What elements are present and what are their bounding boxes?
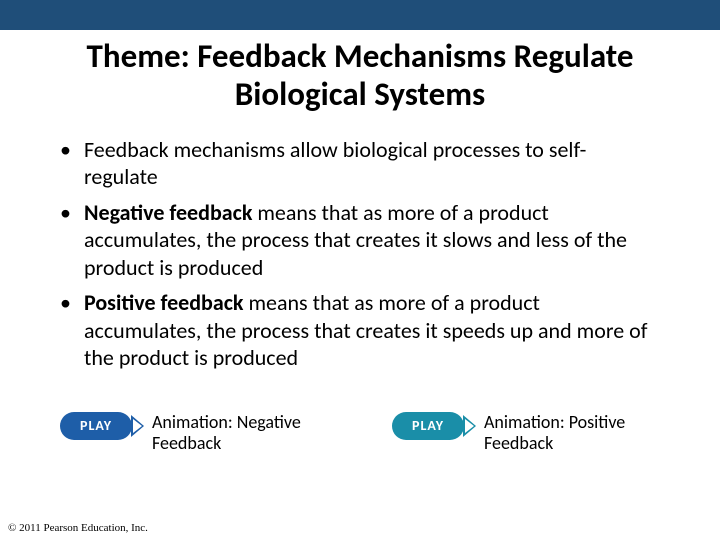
play-button-positive[interactable]: PLAY Animation: Positive Feedback bbox=[392, 412, 664, 455]
play-pill-wrap: PLAY bbox=[392, 412, 474, 440]
bullet-list: Feedback mechanisms allow biological pro… bbox=[60, 136, 660, 372]
play-pill-wrap: PLAY bbox=[60, 412, 142, 440]
copyright-text: © 2011 Pearson Education, Inc. bbox=[8, 522, 148, 534]
slide-title: Theme: Feedback Mechanisms Regulate Biol… bbox=[0, 38, 720, 114]
bullet-bold: Positive feedback bbox=[84, 289, 243, 316]
play-label: Animation: Positive Feedback bbox=[484, 412, 664, 455]
bullet-item: Feedback mechanisms allow biological pro… bbox=[60, 136, 660, 191]
content-area: Feedback mechanisms allow biological pro… bbox=[0, 136, 720, 372]
play-buttons-row: PLAY Animation: Negative Feedback PLAY A… bbox=[0, 412, 720, 455]
play-button-negative[interactable]: PLAY Animation: Negative Feedback bbox=[60, 412, 332, 455]
bullet-post: Feedback mechanisms allow biological pro… bbox=[84, 136, 586, 191]
top-bar bbox=[0, 0, 720, 30]
play-pill-text: PLAY bbox=[412, 417, 444, 434]
play-pill-text: PLAY bbox=[80, 417, 112, 434]
bullet-item: Positive feedback means that as more of … bbox=[60, 289, 660, 372]
play-pill-icon: PLAY bbox=[392, 412, 464, 440]
play-pill-icon: PLAY bbox=[60, 412, 132, 440]
bullet-bold: Negative feedback bbox=[84, 199, 252, 226]
play-label: Animation: Negative Feedback bbox=[152, 412, 332, 455]
bullet-item: Negative feedback means that as more of … bbox=[60, 199, 660, 282]
